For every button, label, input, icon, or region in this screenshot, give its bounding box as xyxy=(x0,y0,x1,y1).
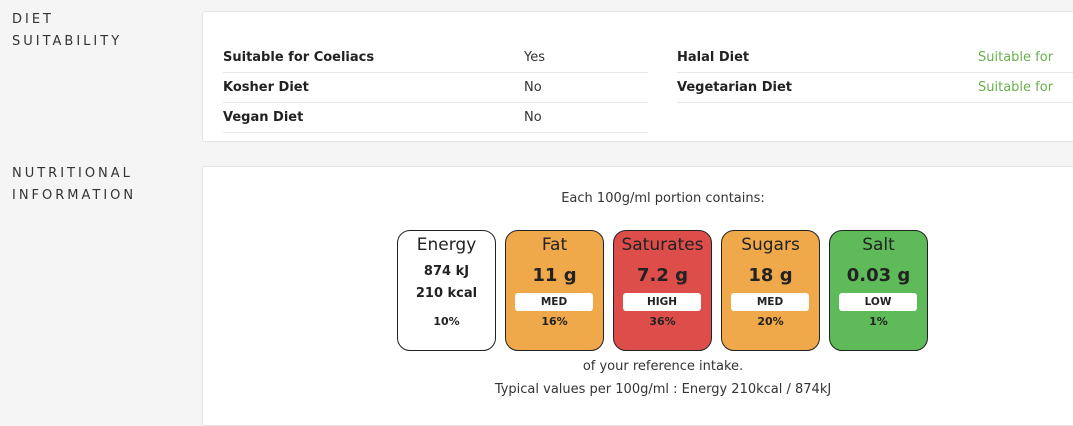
diet-row: Suitable for Coeliacs Yes xyxy=(223,43,648,73)
nutrition-section-label: NUTRITIONAL INFORMATION xyxy=(12,163,136,207)
nutrient-percent: 16% xyxy=(541,315,568,328)
nutrition-label-line2: INFORMATION xyxy=(12,188,137,203)
diet-left-column: Suitable for Coeliacs Yes Kosher Diet No… xyxy=(223,43,648,133)
diet-value: Suitable for xyxy=(978,80,1054,95)
nutrient-percent: 36% xyxy=(649,315,676,328)
saturates-light: Saturates 7.2 g HIGH 36% xyxy=(613,230,712,351)
energy-percent: 10% xyxy=(433,315,460,328)
diet-name: Kosher Diet xyxy=(223,80,309,95)
nutrient-name: Fat xyxy=(541,235,568,255)
diet-row: Vegetarian Diet Suitable for xyxy=(677,73,1073,103)
nutrient-value: 18 g xyxy=(748,265,793,286)
sugars-light: Sugars 18 g MED 20% xyxy=(721,230,820,351)
diet-value: Yes xyxy=(524,50,545,65)
nutrient-percent: 20% xyxy=(757,315,784,328)
nutrient-band: MED xyxy=(731,293,809,311)
nutrition-label-line1: NUTRITIONAL xyxy=(12,166,133,181)
diet-name: Suitable for Coeliacs xyxy=(223,50,375,65)
diet-name: Halal Diet xyxy=(677,50,750,65)
diet-name: Vegetarian Diet xyxy=(677,80,792,95)
diet-value: No xyxy=(524,110,542,125)
diet-right-column: Halal Diet Suitable for Vegetarian Diet … xyxy=(677,43,1073,103)
portion-intro: Each 100g/ml portion contains: xyxy=(561,191,765,206)
nutrient-band: MED xyxy=(515,293,593,311)
nutrient-value: 11 g xyxy=(532,265,577,286)
energy-kcal: 210 kcal xyxy=(415,286,478,301)
diet-row: Halal Diet Suitable for xyxy=(677,43,1073,73)
nutrient-name: Sugars xyxy=(741,235,800,255)
nutrient-value: 7.2 g xyxy=(636,265,689,286)
nutrition-card: Each 100g/ml portion contains: Energy 87… xyxy=(202,166,1073,426)
nutrient-value: 0.03 g xyxy=(846,265,911,286)
nutrient-name: Salt xyxy=(862,235,895,255)
nutrient-name: Saturates xyxy=(621,235,704,255)
diet-label-line1: DIET xyxy=(12,12,54,27)
energy-light: Energy 874 kJ 210 kcal 10% xyxy=(397,230,496,351)
diet-name: Vegan Diet xyxy=(223,110,304,125)
energy-name: Energy xyxy=(416,235,477,255)
nutrient-band: HIGH xyxy=(623,293,701,311)
diet-value: No xyxy=(524,80,542,95)
diet-section-label: DIET SUITABILITY xyxy=(12,9,122,53)
typical-values-note: Typical values per 100g/ml : Energy 210k… xyxy=(494,382,832,397)
diet-row: Kosher Diet No xyxy=(223,73,648,103)
nutrient-percent: 1% xyxy=(869,315,888,328)
salt-light: Salt 0.03 g LOW 1% xyxy=(829,230,928,351)
fat-light: Fat 11 g MED 16% xyxy=(505,230,604,351)
diet-value: Suitable for xyxy=(978,50,1054,65)
energy-kj: 874 kJ xyxy=(423,264,470,279)
nutrient-band: LOW xyxy=(839,293,917,311)
diet-label-line2: SUITABILITY xyxy=(12,34,123,49)
diet-row: Vegan Diet No xyxy=(223,103,648,133)
diet-suitability-card: Suitable for Coeliacs Yes Kosher Diet No… xyxy=(202,11,1073,142)
reference-intake-note: of your reference intake. xyxy=(582,359,744,374)
